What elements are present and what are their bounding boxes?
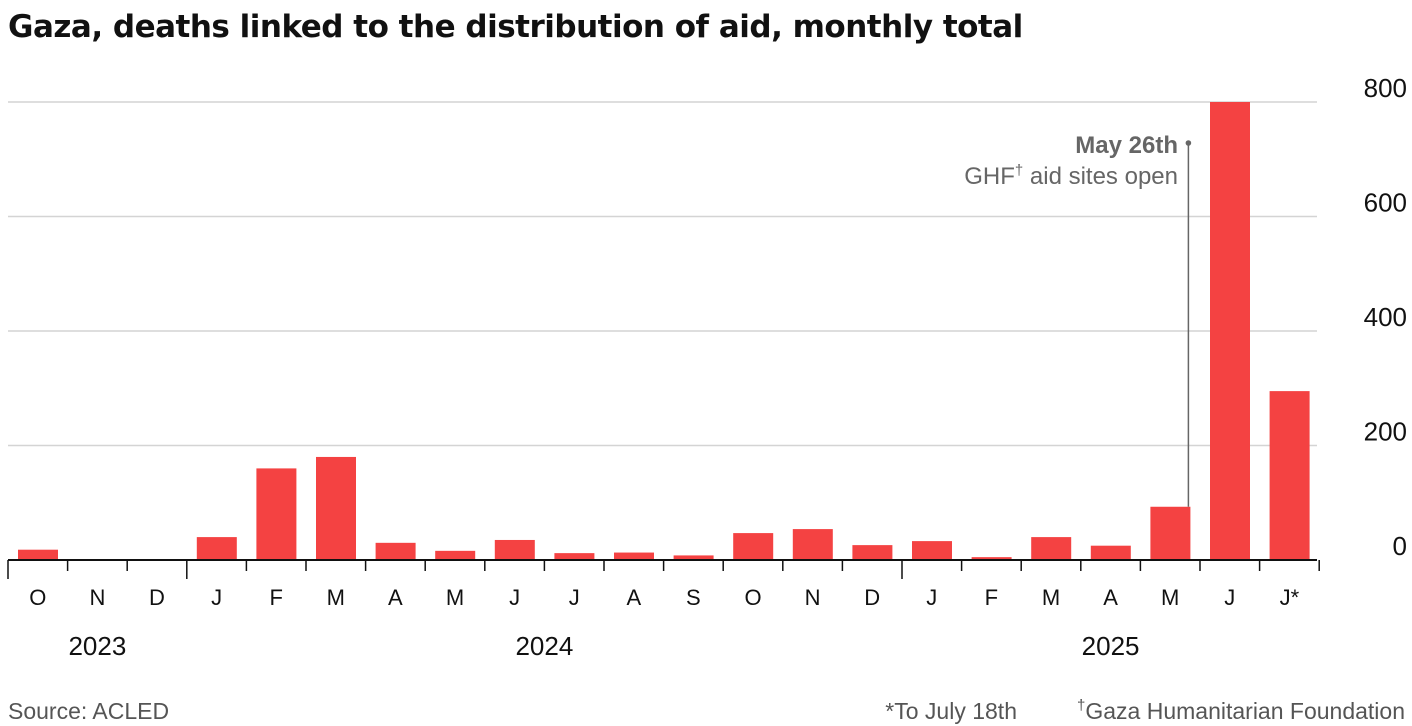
year-label-2024: 2024 xyxy=(515,631,573,661)
xtick-label-15: J xyxy=(926,585,937,610)
xtick-label-4: F xyxy=(269,585,282,610)
bar-10 xyxy=(614,552,654,560)
xtick-label-10: A xyxy=(626,585,641,610)
bar-17 xyxy=(1031,537,1072,560)
bar-3 xyxy=(196,537,237,560)
xtick-label-11: S xyxy=(686,585,701,610)
bar-21 xyxy=(1269,391,1310,560)
xtick-label-17: M xyxy=(1042,585,1060,610)
xtick-label-16: F xyxy=(985,585,998,610)
bar-13 xyxy=(792,529,833,560)
annotation-dot xyxy=(1185,140,1192,146)
xtick-label-3: J xyxy=(211,585,222,610)
ytick-label-600: 600 xyxy=(1364,188,1407,218)
xtick-label-6: A xyxy=(388,585,403,610)
bar-14 xyxy=(852,545,893,560)
annotation-dagger: † xyxy=(1015,162,1023,179)
bar-4 xyxy=(256,468,297,560)
annotation: May 26th GHF† aid sites open xyxy=(964,132,1192,507)
ytick-label-0: 0 xyxy=(1393,531,1407,561)
bar-16 xyxy=(971,557,1012,560)
footnote-dagger: † xyxy=(1077,697,1085,714)
xtick-label-13: N xyxy=(805,585,821,610)
annotation-title: May 26th xyxy=(1075,132,1178,159)
xtick-label-20: J xyxy=(1224,585,1235,610)
ytick-label-400: 400 xyxy=(1364,302,1407,332)
bar-19 xyxy=(1150,506,1191,560)
bar-9 xyxy=(554,553,595,560)
bar-20 xyxy=(1210,102,1250,560)
xtick-label-14: D xyxy=(864,585,880,610)
chart-title: Gaza, deaths linked to the distribution … xyxy=(8,9,1023,45)
xtick-label-19: M xyxy=(1161,585,1179,610)
grid-layer xyxy=(8,101,1317,447)
footnote-ghf: †Gaza Humanitarian Foundation xyxy=(1077,697,1405,724)
bar-0 xyxy=(18,549,58,560)
xtick-label-1: N xyxy=(89,585,105,610)
footnote-july: *To July 18th xyxy=(885,698,1017,724)
bar-8 xyxy=(494,539,535,560)
xtick-label-7: M xyxy=(446,585,464,610)
year-label-2023: 2023 xyxy=(68,631,126,661)
bar-15 xyxy=(912,541,952,560)
bar-6 xyxy=(375,542,416,560)
bars-layer xyxy=(18,102,1310,560)
bar-12 xyxy=(733,533,774,560)
bar-11 xyxy=(673,555,714,560)
annotation-text-pre: GHF xyxy=(964,163,1015,190)
xtick-label-9: J xyxy=(569,585,580,610)
xtick-label-0: O xyxy=(29,585,46,610)
xtick-label-5: M xyxy=(327,585,345,610)
source-note: Source: ACLED xyxy=(8,698,169,724)
ytick-label-800: 800 xyxy=(1364,73,1407,103)
xtick-label-18: A xyxy=(1103,585,1118,610)
year-label-2025: 2025 xyxy=(1082,631,1140,661)
bar-7 xyxy=(435,550,476,560)
bar-5 xyxy=(316,456,356,560)
footnote-ghf-text: Gaza Humanitarian Foundation xyxy=(1085,698,1405,724)
xtick-label-21: J* xyxy=(1280,585,1300,610)
xtick-label-2: D xyxy=(149,585,165,610)
annotation-text: GHF† aid sites open xyxy=(964,162,1178,190)
axis-layer: 0 200 400 600 800 O N D J F M A M J J A S O N D J F M A M J J* 2023… xyxy=(7,73,1407,661)
bar-18 xyxy=(1090,545,1131,560)
xtick-label-12: O xyxy=(744,585,761,610)
xtick-label-8: J xyxy=(509,585,520,610)
ytick-label-200: 200 xyxy=(1364,417,1407,447)
annotation-text-post: aid sites open xyxy=(1023,163,1178,190)
